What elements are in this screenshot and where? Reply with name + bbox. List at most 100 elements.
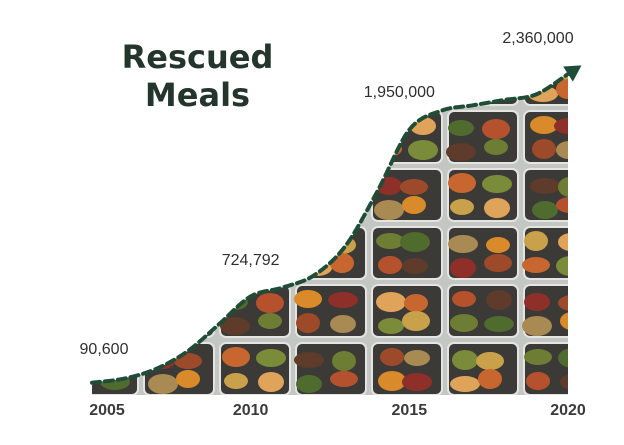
food-container (143, 168, 215, 222)
food-item (484, 316, 514, 332)
food-item (522, 257, 550, 273)
data-label: 724,792 (221, 252, 280, 270)
data-label: 1,950,000 (363, 83, 435, 101)
food-item (254, 195, 282, 215)
food-item (148, 374, 178, 394)
food-item (258, 313, 282, 329)
food-item (556, 256, 568, 276)
food-item (558, 233, 568, 251)
food-item (378, 318, 404, 334)
food-item (332, 351, 356, 371)
food-item (450, 314, 478, 332)
food-container (219, 110, 291, 164)
food-item (302, 198, 330, 216)
chart-title: Rescued Meals (100, 38, 295, 114)
food-item (102, 295, 126, 311)
food-item (560, 374, 568, 390)
chart-title-line-1: Rescued (121, 38, 274, 76)
food-container (143, 110, 215, 164)
food-item (402, 311, 430, 331)
series-line-path (90, 72, 570, 385)
food-container (295, 168, 367, 222)
food-container (295, 110, 367, 164)
food-item (98, 177, 126, 197)
food-item (254, 142, 280, 158)
food-item (150, 289, 174, 309)
series-line (90, 65, 582, 385)
food-item (450, 376, 480, 392)
x-tick-label: 2015 (391, 402, 428, 419)
food-item (256, 234, 282, 250)
food-item (176, 370, 200, 388)
food-container (92, 284, 139, 338)
food-item (220, 140, 244, 158)
food-item (328, 292, 358, 308)
food-item (450, 258, 476, 278)
food-item (378, 371, 406, 391)
food-item (400, 232, 430, 252)
food-item (328, 121, 352, 137)
food-item (100, 197, 124, 213)
food-item (180, 176, 210, 192)
food-item (558, 177, 568, 197)
food-item (530, 116, 558, 134)
food-item (484, 254, 512, 272)
food-item (92, 316, 102, 336)
food-item (96, 141, 126, 159)
food-item (174, 235, 198, 255)
food-item (524, 231, 548, 251)
food-item (92, 139, 100, 159)
food-item (404, 294, 428, 312)
food-item (174, 291, 200, 309)
food-item (376, 233, 404, 249)
food-item (92, 86, 98, 102)
food-item (448, 120, 474, 136)
food-item (296, 313, 320, 333)
food-item (100, 256, 126, 276)
food-item (556, 197, 568, 213)
food-item (486, 237, 510, 253)
food-item (330, 253, 354, 273)
food-item (148, 315, 176, 331)
food-item (172, 255, 200, 271)
food-item (526, 372, 550, 390)
arrow-head (563, 65, 582, 82)
food-item (302, 83, 326, 99)
food-item (218, 117, 246, 133)
food-item (326, 138, 354, 156)
food-item (402, 258, 428, 274)
food-container (92, 168, 139, 222)
food-container (295, 74, 367, 106)
food-item (400, 179, 428, 195)
food-item (182, 137, 206, 157)
food-item (408, 140, 438, 160)
food-item (302, 142, 328, 162)
food-item (92, 116, 98, 134)
food-item (92, 178, 100, 194)
food-item (448, 74, 472, 76)
food-item (380, 348, 404, 366)
food-item (222, 232, 246, 250)
food-item (478, 369, 502, 389)
food-container (219, 168, 291, 222)
food-item (92, 74, 100, 80)
food-item (530, 178, 560, 194)
food-item (448, 235, 478, 253)
food-item (372, 74, 402, 78)
food-item (98, 233, 128, 251)
food-item (452, 350, 478, 370)
food-container (143, 226, 215, 280)
food-container (92, 226, 139, 280)
food-item (524, 293, 550, 311)
food-item (294, 352, 324, 368)
food-item (374, 200, 404, 220)
food-item (376, 292, 406, 312)
food-item (330, 315, 356, 333)
food-item (530, 74, 556, 80)
food-item (554, 118, 568, 134)
food-item (560, 312, 568, 330)
food-item (146, 118, 172, 138)
data-label: 90,600 (79, 340, 129, 358)
